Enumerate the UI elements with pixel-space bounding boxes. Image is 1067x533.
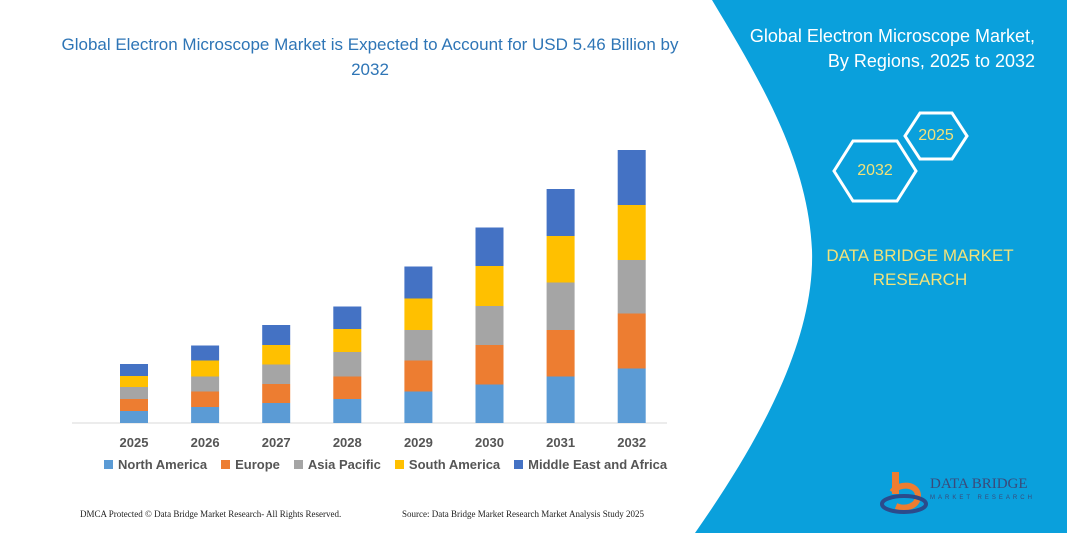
bar-segment-2028-middle-east-and-africa (333, 306, 362, 329)
bar-segment-2025-middle-east-and-africa (120, 364, 148, 376)
bar-segment-2027-north-america (262, 403, 291, 423)
legend-swatch (104, 460, 113, 469)
bar-segment-2027-south-america (262, 345, 291, 365)
bar-segment-2027-asia-pacific (262, 364, 291, 384)
bar-segment-2026-middle-east-and-africa (191, 345, 220, 361)
bar-segment-2025-europe (120, 399, 148, 411)
bar-segment-2025-north-america (120, 411, 148, 423)
right-panel-title: Global Electron Microscope Market, By Re… (705, 24, 1035, 74)
bar-segment-2029-middle-east-and-africa (404, 266, 433, 299)
bar-segment-2026-europe (191, 391, 220, 407)
bar-segment-2032-north-america (617, 368, 646, 423)
right-title-line2: By Regions, 2025 to 2032 (827, 51, 1035, 71)
legend-item: Asia Pacific (293, 457, 381, 472)
legend-swatch (221, 460, 231, 469)
bar-segment-2032-south-america (617, 205, 646, 260)
x-tick-label: 2031 (546, 435, 575, 450)
legend-item: Middle East and Africa (514, 457, 667, 472)
brand-line2: RESEARCH (872, 270, 968, 289)
legend-label: Europe (235, 457, 280, 472)
bar-segment-2028-north-america (333, 399, 362, 423)
legend-label: North America (118, 457, 208, 472)
bar-segment-2031-south-america (546, 236, 575, 283)
legend-swatch (394, 460, 404, 469)
bar-segment-2026-north-america (191, 407, 220, 423)
legend-swatch (293, 460, 303, 469)
legend-item: North America (104, 457, 207, 472)
hex-label-2032: 2032 (857, 162, 893, 179)
x-tick-label: 2028 (333, 435, 362, 450)
bar-segment-2032-asia-pacific (617, 260, 646, 314)
bar-segment-2025-asia-pacific (120, 387, 148, 399)
bar-segment-2030-south-america (475, 266, 504, 306)
logo-text: DATA BRIDGE (930, 476, 1028, 492)
bar-segment-2028-asia-pacific (333, 352, 362, 377)
bar-segment-2029-north-america (404, 391, 433, 423)
bar-segment-2026-south-america (191, 360, 220, 377)
bar-segment-2027-middle-east-and-africa (262, 325, 291, 345)
bar-segment-2031-north-america (546, 376, 575, 423)
legend-label: Middle East and Africa (528, 457, 668, 472)
footer-copyright: DMCA Protected © Data Bridge Market Rese… (80, 509, 342, 519)
legend-label: South America (408, 457, 501, 472)
legend-swatch (514, 460, 524, 469)
brand-line1: DATA BRIDGE MARKET (826, 246, 1014, 265)
x-tick-label: 2027 (262, 435, 291, 450)
hex-label-2025: 2025 (918, 127, 954, 144)
legend-label: Asia Pacific (307, 457, 381, 472)
x-tick-label: 2029 (404, 435, 433, 450)
bar-segment-2029-south-america (404, 298, 433, 330)
bar-segment-2029-europe (404, 360, 433, 392)
data-bridge-logo-icon (880, 472, 928, 514)
x-tick-label: 2030 (475, 435, 504, 450)
bar-segment-2027-europe (262, 384, 291, 403)
bar-segment-2032-middle-east-and-africa (617, 150, 646, 205)
bar-segment-2030-europe (475, 345, 504, 385)
legend-item: South America (394, 457, 501, 472)
x-tick-labels: 2025 2026 2027 2028 2029 2030 2031 2032 (120, 435, 647, 450)
hexagon-2032 (832, 139, 918, 203)
legend-item: Europe (221, 457, 280, 472)
footer-source: Source: Data Bridge Market Research Mark… (402, 509, 644, 519)
x-tick-label: 2032 (617, 435, 646, 450)
bar-segment-2030-north-america (475, 384, 504, 423)
bar-segment-2031-asia-pacific (546, 282, 575, 330)
bar-segment-2030-asia-pacific (475, 306, 504, 345)
legend: North America Europe Asia Pacific South Ame… (104, 457, 667, 472)
bars-group (120, 150, 646, 423)
right-blue-panel (695, 0, 1067, 533)
logo-subtext: MARKET RESEARCH (930, 495, 1035, 501)
bar-segment-2032-europe (617, 313, 646, 369)
x-tick-label: 2026 (191, 435, 220, 450)
hexagon-2025 (903, 111, 969, 161)
bar-segment-2025-south-america (120, 376, 148, 387)
chart-title: Global Electron Microscope Market is Exp… (61, 35, 679, 79)
bar-segment-2028-south-america (333, 329, 362, 352)
bar-segment-2031-europe (546, 330, 575, 377)
bar-segment-2028-europe (333, 376, 362, 399)
bar-segment-2029-asia-pacific (404, 330, 433, 361)
bar-segment-2030-middle-east-and-africa (475, 227, 504, 266)
brand-text: DATA BRIDGE MARKET RESEARCH (820, 244, 1020, 292)
bar-segment-2031-middle-east-and-africa (546, 189, 575, 236)
x-tick-label: 2025 (120, 435, 149, 450)
right-title-line1: Global Electron Microscope Market, (749, 26, 1035, 46)
bar-segment-2026-asia-pacific (191, 376, 220, 392)
